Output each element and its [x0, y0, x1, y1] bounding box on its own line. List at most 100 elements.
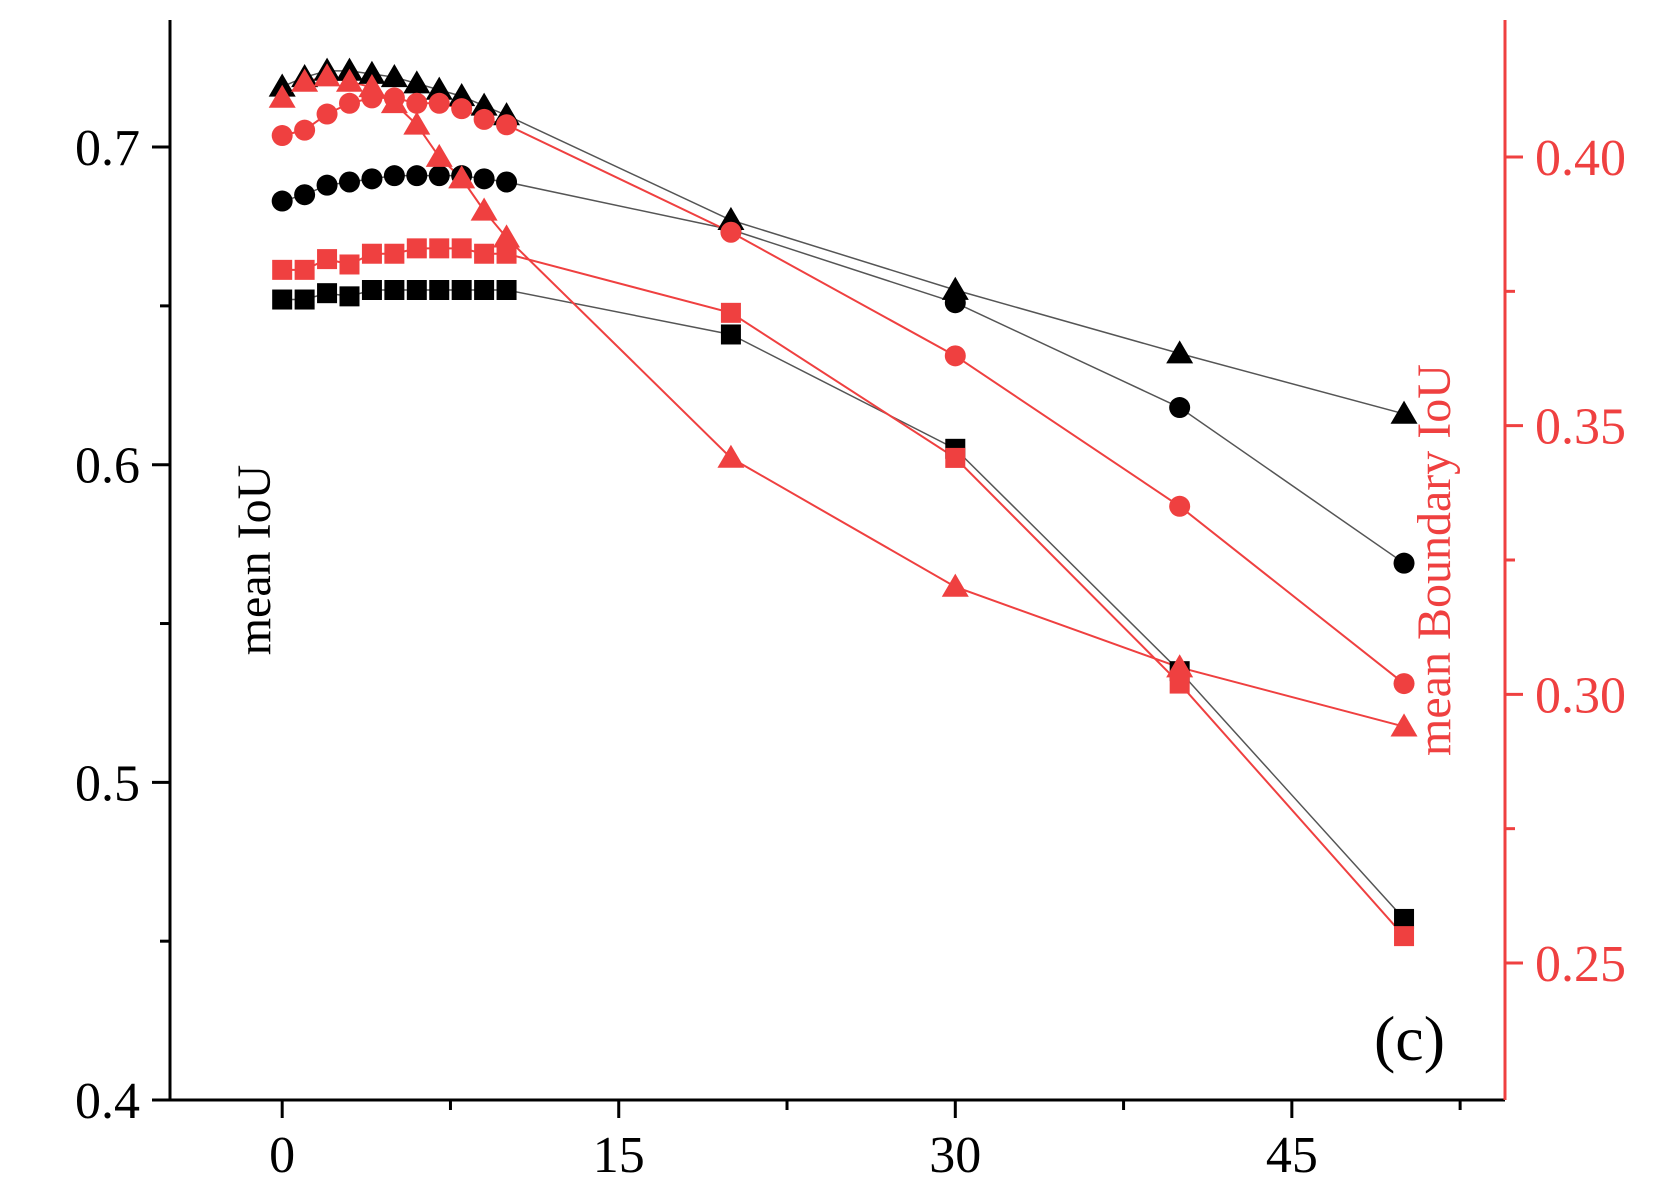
- data-point-square-2-6: [406, 280, 427, 300]
- data-point-square-5-9: [474, 243, 495, 264]
- right-axis-title: mean Boundary IoU: [1408, 364, 1461, 756]
- x-tick-label: 30: [929, 1127, 981, 1184]
- axis-labels: mean IoU mean Boundary IoU (c): [228, 364, 1461, 1074]
- data-point-circle-1-1: [294, 184, 316, 206]
- left-tick-label: 0.6: [75, 438, 140, 495]
- data-point-triangle-3-6: [403, 111, 431, 135]
- data-point-circle-4-7: [428, 92, 450, 114]
- data-point-square-2-3: [339, 286, 360, 307]
- data-point-square-2-7: [429, 280, 450, 300]
- data-point-circle-1-9: [473, 168, 495, 190]
- data-point-circle-4-4: [361, 87, 383, 109]
- data-point-triangle-0-7: [425, 76, 453, 100]
- left-tick-label: 0.5: [75, 755, 140, 812]
- data-point-triangle-0-5: [380, 63, 408, 88]
- data-point-square-5-13: [1169, 673, 1190, 694]
- left-tick-label: 0.4: [75, 1073, 140, 1130]
- data-point-triangle-3-10: [493, 224, 521, 248]
- data-point-square-2-5: [384, 280, 405, 300]
- data-point-circle-4-14: [1393, 673, 1415, 695]
- data-point-triangle-0-8: [448, 83, 476, 107]
- left-tick-label: 0.7: [75, 120, 140, 177]
- data-point-square-2-4: [361, 280, 382, 300]
- panel-label: (c): [1374, 1003, 1445, 1074]
- data-point-triangle-0-12: [941, 276, 969, 300]
- data-point-circle-1-2: [316, 174, 338, 196]
- right-tick-label: 0.35: [1535, 399, 1626, 456]
- left-axis-title: mean IoU: [228, 465, 281, 656]
- data-point-circle-1-7: [428, 165, 450, 187]
- data-point-square-5-1: [294, 259, 315, 280]
- data-point-triangle-0-6: [403, 70, 431, 94]
- data-point-square-5-2: [317, 249, 338, 270]
- data-point-circle-1-13: [1169, 397, 1191, 419]
- data-point-triangle-3-7: [425, 143, 453, 167]
- data-point-square-5-6: [406, 238, 427, 259]
- data-point-triangle-3-3: [335, 68, 363, 92]
- data-point-triangle-0-4: [358, 60, 386, 84]
- data-point-circle-1-12: [944, 292, 966, 314]
- data-point-triangle-3-14: [1390, 713, 1418, 737]
- data-point-circle-1-6: [406, 165, 428, 187]
- data-point-square-5-4: [361, 243, 382, 264]
- series-markers: [268, 57, 1418, 947]
- series-line-3: [281, 75, 1405, 728]
- data-point-circle-1-10: [496, 171, 518, 193]
- series-lines: [281, 70, 1405, 937]
- data-point-triangle-3-0: [268, 84, 296, 108]
- data-point-square-5-10: [496, 243, 517, 264]
- data-point-square-2-11: [720, 324, 741, 345]
- data-point-square-2-10: [496, 280, 517, 300]
- axes: 0 15 30 45 0.4 0.5 0.6 0.7 0.25 0.30 0.35 0.40: [75, 20, 1626, 1184]
- x-tick-label: 0: [269, 1127, 295, 1184]
- data-point-triangle-0-14: [1390, 400, 1418, 424]
- x-tick-label: 15: [593, 1127, 645, 1184]
- data-point-circle-4-3: [338, 92, 360, 114]
- data-point-triangle-0-9: [470, 92, 498, 116]
- data-point-circle-4-5: [383, 87, 405, 109]
- series-line-1: [281, 174, 1405, 564]
- data-point-triangle-3-1: [291, 68, 319, 92]
- data-point-triangle-3-13: [1166, 654, 1194, 678]
- data-point-square-5-14: [1394, 926, 1415, 947]
- data-point-square-2-14: [1394, 908, 1415, 929]
- data-point-square-5-0: [272, 259, 293, 280]
- series-line-5: [282, 247, 1405, 937]
- data-point-circle-1-3: [338, 171, 360, 193]
- data-point-circle-4-12: [944, 345, 966, 367]
- data-point-circle-4-11: [720, 221, 742, 243]
- data-point-circle-4-13: [1169, 495, 1191, 517]
- data-point-triangle-0-13: [1166, 340, 1194, 364]
- data-point-circle-4-6: [406, 92, 428, 114]
- data-point-circle-1-0: [271, 190, 293, 212]
- data-point-circle-1-4: [361, 168, 383, 190]
- data-point-square-2-0: [272, 289, 293, 310]
- data-point-square-2-9: [474, 280, 495, 300]
- data-point-circle-1-5: [383, 165, 405, 187]
- data-point-triangle-3-8: [448, 165, 476, 189]
- data-point-square-5-7: [429, 238, 450, 259]
- series-line-0: [281, 70, 1405, 415]
- data-point-circle-4-1: [294, 119, 316, 141]
- x-tick-label: 45: [1266, 1127, 1318, 1184]
- right-tick-label: 0.30: [1535, 667, 1626, 724]
- data-point-square-2-1: [294, 289, 315, 310]
- data-point-square-5-12: [945, 447, 966, 468]
- data-point-circle-1-14: [1393, 552, 1415, 574]
- data-point-triangle-3-9: [470, 197, 498, 221]
- data-point-circle-4-10: [496, 114, 518, 136]
- data-point-circle-4-9: [473, 108, 495, 130]
- data-point-square-5-8: [451, 238, 472, 259]
- data-point-square-2-8: [451, 280, 472, 300]
- data-point-triangle-3-11: [717, 444, 745, 468]
- data-point-circle-4-8: [451, 98, 473, 120]
- data-point-square-5-5: [384, 243, 405, 264]
- data-point-circle-4-0: [271, 125, 293, 147]
- data-point-square-5-11: [720, 302, 741, 323]
- data-point-square-2-2: [317, 283, 338, 304]
- data-point-square-5-3: [339, 254, 360, 275]
- data-point-triangle-3-2: [313, 63, 341, 87]
- right-tick-label: 0.25: [1535, 936, 1626, 993]
- data-point-triangle-3-12: [941, 573, 969, 597]
